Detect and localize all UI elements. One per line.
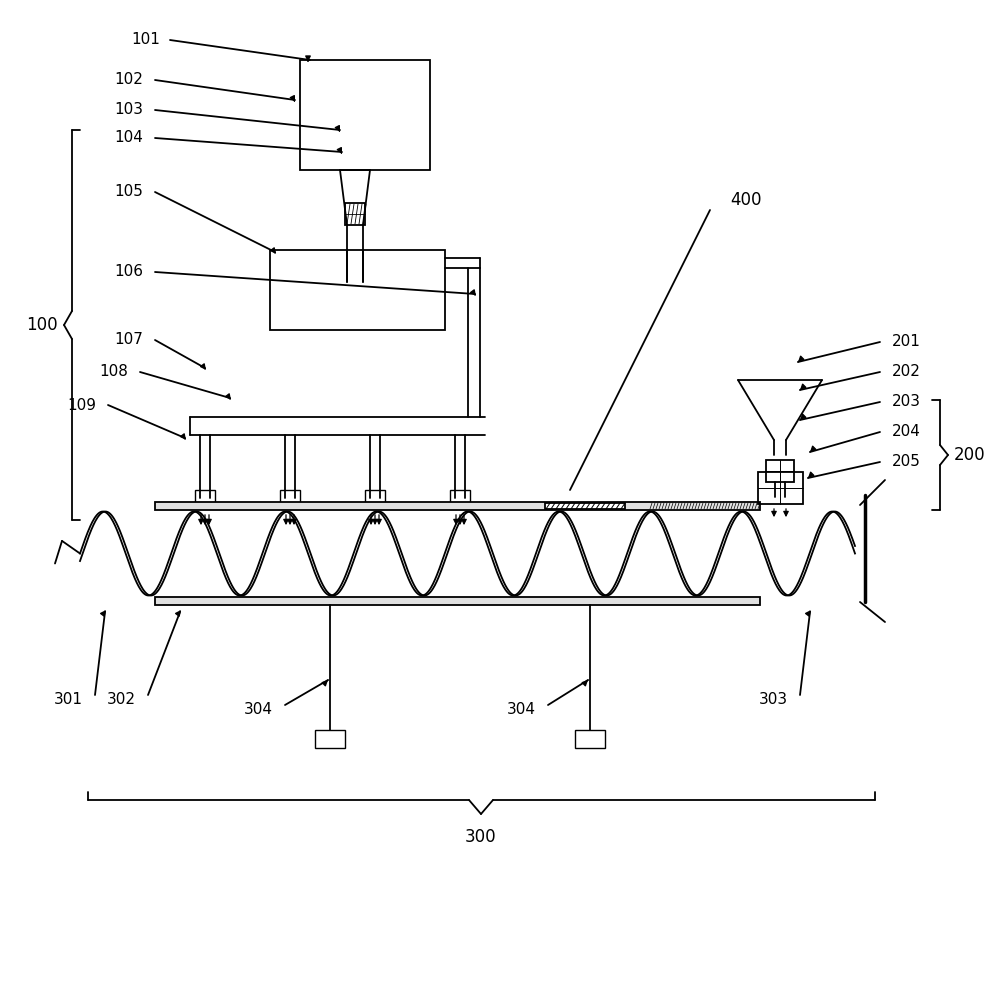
Bar (280, 490, 300, 504)
Text: 203: 203 (892, 394, 921, 410)
Bar (758, 472, 803, 504)
Text: 300: 300 (465, 828, 497, 846)
Text: 200: 200 (954, 446, 986, 464)
Bar (766, 460, 794, 482)
Text: 202: 202 (892, 364, 920, 379)
Bar (195, 490, 215, 504)
Text: 105: 105 (114, 184, 143, 200)
Text: 302: 302 (107, 692, 136, 708)
Text: 301: 301 (54, 692, 83, 708)
Text: 101: 101 (131, 32, 160, 47)
Text: 102: 102 (114, 73, 143, 88)
Text: 100: 100 (27, 316, 58, 334)
Text: 400: 400 (730, 191, 761, 209)
Text: 303: 303 (758, 692, 788, 708)
Bar (155, 597, 760, 605)
Bar (450, 490, 470, 504)
Bar (575, 730, 605, 748)
Text: 204: 204 (892, 424, 920, 440)
Text: 104: 104 (114, 130, 143, 145)
Text: 108: 108 (99, 364, 128, 379)
Text: 106: 106 (114, 264, 143, 279)
Bar (545, 503, 625, 509)
Bar (300, 60, 430, 170)
Text: 109: 109 (67, 397, 96, 412)
Text: 107: 107 (114, 332, 143, 348)
Bar (315, 730, 345, 748)
Text: 103: 103 (114, 103, 143, 117)
Text: 205: 205 (892, 454, 920, 470)
Text: 304: 304 (244, 702, 273, 718)
Bar (345, 203, 365, 225)
Text: 201: 201 (892, 334, 920, 350)
Bar (155, 502, 760, 510)
Text: 304: 304 (507, 702, 536, 718)
Bar (270, 250, 445, 330)
Bar (365, 490, 385, 504)
